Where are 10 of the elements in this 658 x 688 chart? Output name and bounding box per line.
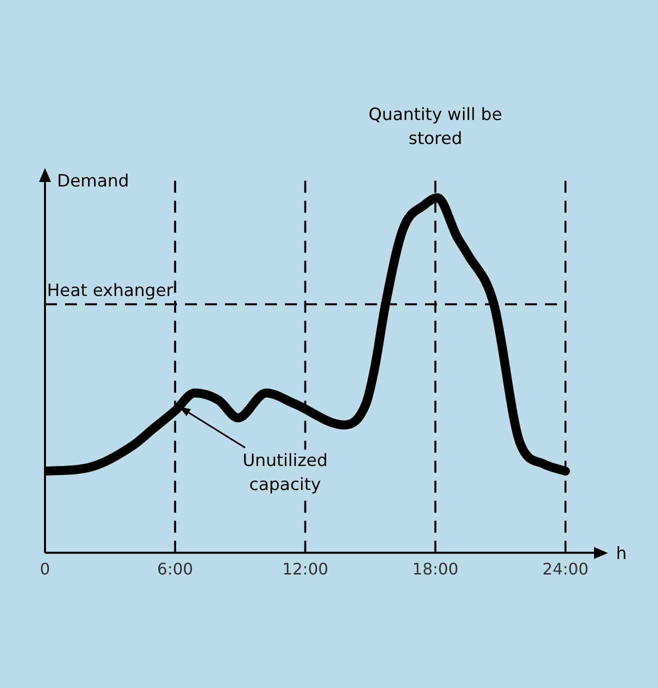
x-tick-label: 0 bbox=[40, 560, 50, 579]
ref-line-label: Heat exhanger bbox=[47, 281, 174, 302]
x-tick-label: 24:00 bbox=[542, 560, 589, 579]
annotation: Unutilized capacity bbox=[242, 451, 328, 496]
x-tick-label: 12:00 bbox=[282, 560, 328, 579]
annotation: Quantity will be stored bbox=[368, 105, 502, 150]
x-tick-label: 18:00 bbox=[412, 560, 458, 579]
y-axis-title: Demand bbox=[57, 171, 130, 192]
x-axis-title: h bbox=[616, 544, 627, 564]
x-tick-label: 6:00 bbox=[157, 560, 194, 579]
